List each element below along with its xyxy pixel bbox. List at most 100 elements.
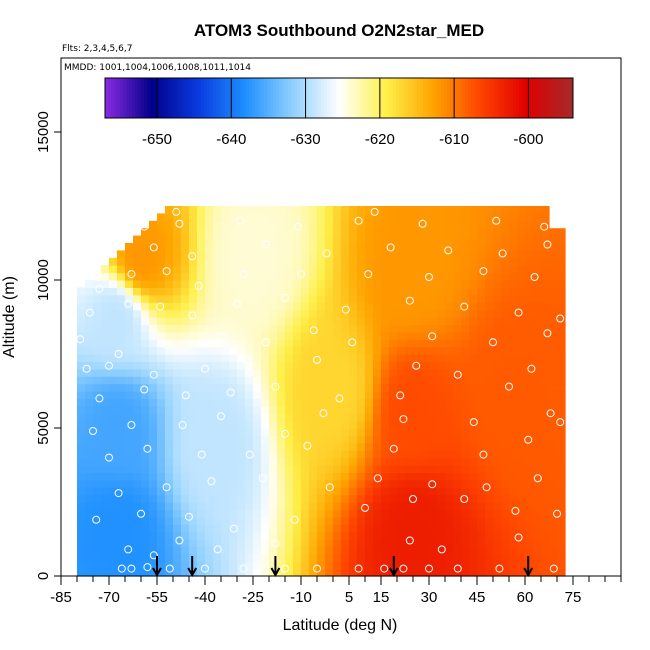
- heatmap-cell: [133, 539, 142, 547]
- heatmap-cell: [541, 405, 550, 414]
- observation-point: [418, 219, 427, 228]
- heatmap-cell: [173, 272, 182, 281]
- heatmap-cell: [173, 243, 182, 251]
- heatmap-cell: [397, 405, 406, 414]
- heatmap-cell: [93, 487, 102, 496]
- heatmap-cell: [269, 413, 278, 422]
- heatmap-cell: [181, 435, 190, 444]
- heatmap-cell: [365, 265, 374, 274]
- heatmap-cell: [533, 568, 542, 577]
- heatmap-cell: [109, 383, 118, 392]
- heatmap-cell: [261, 324, 270, 333]
- heatmap-cell: [557, 450, 566, 459]
- heatmap-cell: [109, 346, 118, 355]
- heatmap-cell: [525, 428, 534, 436]
- heatmap-cell: [261, 354, 270, 362]
- colorbar-segment: [495, 78, 499, 118]
- heatmap-cell: [541, 450, 550, 459]
- heatmap-cell: [349, 442, 358, 451]
- heatmap-cell: [445, 420, 454, 429]
- heatmap-cell: [293, 405, 302, 414]
- heatmap-cell: [269, 257, 278, 266]
- heatmap-cell: [301, 317, 310, 325]
- heatmap-cell: [557, 487, 566, 496]
- heatmap-cell: [189, 539, 198, 547]
- heatmap-cell: [445, 435, 454, 444]
- heatmap-cell: [173, 479, 182, 488]
- heatmap-cell: [125, 243, 134, 251]
- heatmap-cell: [445, 524, 454, 533]
- observation-point: [543, 329, 552, 338]
- heatmap-cell: [77, 405, 86, 414]
- heatmap-cell: [397, 235, 406, 244]
- heatmap-cell: [349, 391, 358, 399]
- heatmap-cell: [389, 317, 398, 325]
- heatmap-cell: [509, 368, 518, 377]
- heatmap-cell: [109, 272, 118, 281]
- heatmap-cell: [101, 435, 110, 444]
- heatmap-cell: [133, 457, 142, 466]
- heatmap-cell: [197, 405, 206, 414]
- heatmap-cell: [325, 450, 334, 459]
- heatmap-cell: [141, 368, 150, 377]
- observation-point: [553, 509, 561, 518]
- heatmap-cell: [317, 228, 326, 237]
- heatmap-cell: [405, 302, 414, 311]
- heatmap-cell: [333, 368, 342, 377]
- heatmap-cell: [533, 272, 542, 281]
- heatmap-cell: [85, 420, 94, 429]
- heatmap-cell: [253, 546, 262, 555]
- heatmap-cell: [325, 487, 334, 496]
- heatmap-cell: [349, 302, 358, 311]
- y-tick-label: 0: [35, 572, 52, 580]
- colorbar-segment: [132, 78, 136, 118]
- colorbar-segment: [141, 78, 145, 118]
- heatmap-cell: [157, 479, 166, 488]
- heatmap-cell: [109, 494, 118, 503]
- heatmap-cell: [165, 398, 174, 407]
- heatmap-cell: [309, 324, 318, 333]
- heatmap-cell: [397, 487, 406, 496]
- observation-point: [149, 243, 158, 252]
- colorbar-segment: [360, 78, 364, 118]
- heatmap-cell: [237, 465, 246, 473]
- heatmap-cell: [317, 339, 326, 348]
- heatmap-cell: [277, 472, 286, 481]
- heatmap-cell: [461, 368, 470, 377]
- heatmap-cell: [269, 317, 278, 325]
- heatmap-cell: [341, 250, 350, 259]
- heatmap-cell: [453, 553, 462, 562]
- heatmap-cell: [405, 235, 414, 244]
- heatmap-cell: [501, 502, 510, 510]
- heatmap-cell: [229, 287, 238, 296]
- heatmap-cell: [277, 450, 286, 459]
- heatmap-cell: [493, 265, 502, 274]
- heatmap-cell: [133, 346, 142, 355]
- heatmap-cell: [525, 487, 534, 496]
- x-tick-label: -40: [194, 589, 216, 606]
- heatmap-cell: [333, 361, 342, 370]
- heatmap-cell: [77, 546, 86, 555]
- heatmap-cell: [557, 250, 566, 259]
- heatmap-cell: [325, 472, 334, 481]
- colorbar-tick-label: -630: [291, 131, 321, 148]
- heatmap-cell: [437, 428, 446, 436]
- heatmap-cell: [525, 405, 534, 414]
- heatmap-cell: [365, 383, 374, 392]
- heatmap-cell: [493, 243, 502, 251]
- heatmap-cell: [373, 317, 382, 325]
- heatmap-cell: [245, 442, 254, 451]
- heatmap-cell: [389, 302, 398, 311]
- heatmap-cell: [189, 331, 198, 340]
- colorbar-segment: [372, 78, 376, 118]
- heatmap-cell: [373, 420, 382, 429]
- heatmap-cell: [501, 206, 510, 214]
- heatmap-cell: [85, 457, 94, 466]
- heatmap-cell: [141, 354, 150, 362]
- heatmap-cell: [93, 383, 102, 392]
- heatmap-cell: [421, 235, 430, 244]
- heatmap-cell: [253, 228, 262, 237]
- observation-point: [469, 418, 478, 427]
- heatmap-cell: [445, 220, 454, 229]
- heatmap-cell: [309, 487, 318, 496]
